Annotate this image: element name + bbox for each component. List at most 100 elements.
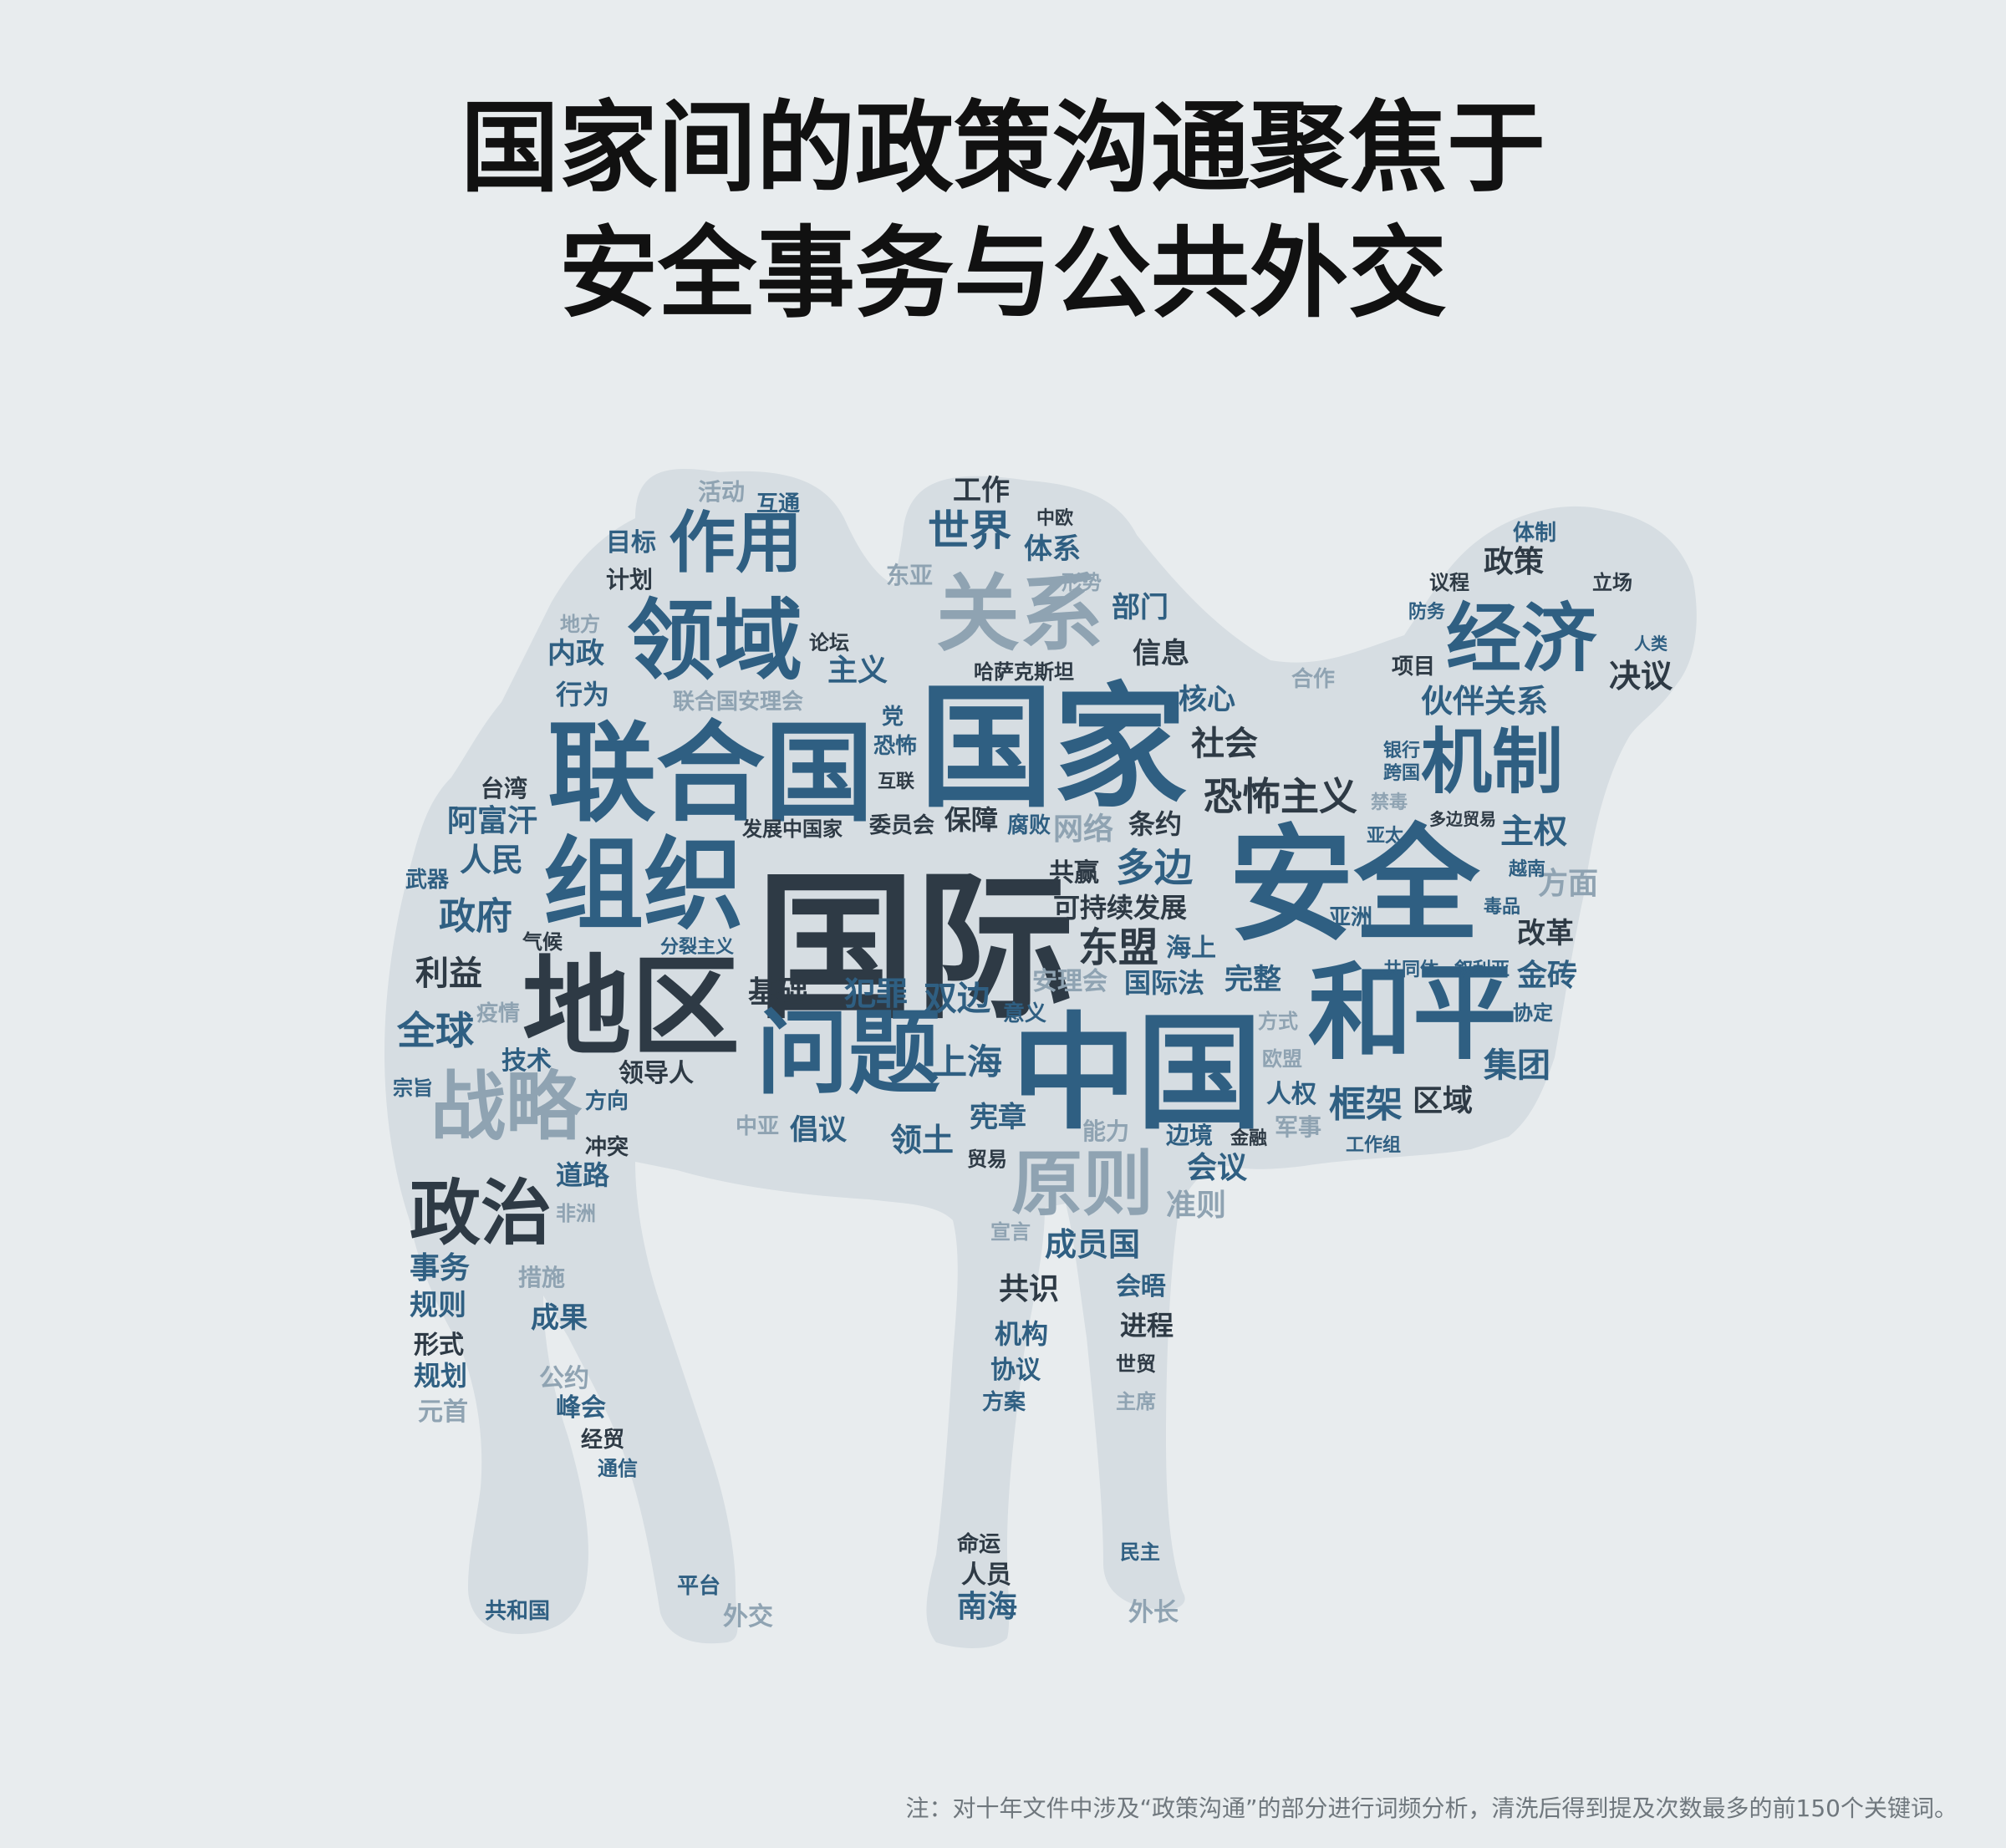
footnote: 注：对十年文件中涉及“政策沟通”的部分进行词频分析，清洗后得到提及次数最多的前1…: [905, 1795, 1958, 1822]
cloud-word: 党: [882, 705, 904, 730]
cloud-word: 协定: [1513, 1001, 1553, 1025]
cloud-word: 共赢: [1049, 858, 1099, 888]
cloud-word: 恐怖主义: [1204, 774, 1357, 819]
cloud-word: 外交: [723, 1602, 773, 1632]
cloud-word: 犯罪: [844, 975, 909, 1012]
cloud-word: 宪章: [970, 1101, 1026, 1134]
cloud-word: 亚太: [1367, 826, 1404, 847]
title-line-1: 国家间的政策沟通聚焦于: [460, 90, 1545, 206]
cloud-word: 地区: [522, 944, 741, 1071]
cloud-word: 方式: [1258, 1010, 1298, 1033]
cloud-word: 体制: [1513, 521, 1557, 546]
cloud-word: 主义: [827, 654, 888, 688]
cloud-word: 关系: [936, 565, 1103, 663]
cloud-word: 共和国: [485, 1599, 551, 1624]
cloud-word: 保障: [944, 804, 999, 836]
cloud-word: 成果: [531, 1301, 588, 1335]
cloud-word: 军事: [1275, 1113, 1322, 1141]
cloud-word: 哈萨克斯坦: [974, 660, 1074, 684]
cloud-word: 形势: [1062, 571, 1102, 594]
cloud-word: 外长: [1128, 1598, 1179, 1627]
cloud-word: 会晤: [1116, 1272, 1166, 1301]
cloud-word: 宗旨: [393, 1077, 433, 1100]
cloud-word: 上海: [932, 1041, 1003, 1082]
cloud-word: 和平: [1308, 953, 1517, 1074]
cloud-word: 道路: [556, 1159, 610, 1191]
cloud-word: 国家: [919, 669, 1188, 826]
cloud-word: 政治: [410, 1173, 552, 1255]
cloud-word: 多边: [1116, 845, 1193, 890]
cloud-word: 机构: [995, 1318, 1049, 1350]
cloud-word: 金融: [1230, 1128, 1268, 1149]
cloud-word: 利益: [415, 955, 482, 993]
cloud-word: 联合国安理会: [673, 690, 804, 715]
cloud-word: 联合国: [547, 710, 874, 837]
cloud-word: 边境: [1166, 1122, 1214, 1149]
cloud-word: 规则: [410, 1289, 466, 1322]
cloud-word: 部门: [1112, 591, 1168, 624]
cloud-word: 冲突: [585, 1135, 629, 1160]
cloud-word: 作用: [669, 504, 802, 582]
cloud-word: 国际法: [1124, 967, 1205, 999]
cloud-word: 集团: [1484, 1046, 1550, 1085]
cloud-word: 工作: [953, 474, 1010, 507]
cloud-word: 意义: [1003, 1001, 1047, 1026]
cloud-word: 银行: [1383, 741, 1421, 761]
cloud-word: 经济: [1446, 595, 1596, 683]
cloud-word: 东亚: [886, 562, 934, 589]
cloud-word: 体系: [1024, 532, 1081, 566]
cloud-word: 问题: [756, 1000, 940, 1107]
cloud-word: 台湾: [481, 775, 528, 802]
cloud-word: 战略: [430, 1063, 581, 1151]
cloud-word: 事务: [410, 1251, 471, 1285]
cloud-word: 共识: [999, 1272, 1060, 1306]
cloud-word: 社会: [1191, 725, 1258, 763]
cloud-word: 毒品: [1484, 897, 1521, 918]
cloud-word: 计划: [606, 566, 654, 593]
cloud-word: 金砖: [1517, 959, 1578, 993]
cloud-word: 条约: [1128, 808, 1183, 840]
cloud-word: 改革: [1517, 917, 1574, 950]
cloud-word: 领土: [890, 1122, 955, 1158]
cloud-word: 峰会: [556, 1393, 606, 1423]
cloud-word: 安理会: [1032, 967, 1107, 996]
cloud-word: 人权: [1266, 1080, 1316, 1109]
cloud-word: 非洲: [556, 1202, 596, 1225]
cloud-word: 国际: [756, 856, 1075, 1041]
cloud-word: 人民: [460, 842, 524, 878]
cloud-word: 项目: [1392, 654, 1436, 680]
cloud-word: 人员: [961, 1560, 1011, 1590]
cloud-word: 政策: [1484, 545, 1545, 579]
cloud-word: 欧盟: [1262, 1047, 1302, 1071]
cloud-word: 中亚: [736, 1114, 780, 1139]
cloud-word: 内政: [547, 637, 604, 670]
cloud-word: 阿富汗: [447, 804, 538, 838]
cloud-word: 合作: [1291, 667, 1336, 692]
cloud-word: 宣言: [990, 1220, 1031, 1244]
cloud-word: 能力: [1082, 1117, 1130, 1145]
cloud-word: 命运: [957, 1532, 1001, 1557]
cloud-word: 方面: [1538, 867, 1599, 901]
cloud-word: 世贸: [1116, 1352, 1156, 1376]
cloud-word: 气候: [522, 930, 563, 954]
cloud-word: 主席: [1116, 1390, 1156, 1413]
cloud-word: 行为: [556, 679, 610, 710]
cloud-word: 防务: [1408, 602, 1446, 623]
cloud-word: 技术: [502, 1046, 552, 1076]
cloud-word: 伙伴关系: [1421, 683, 1549, 720]
cloud-word: 议程: [1429, 571, 1469, 594]
cloud-word: 进程: [1120, 1310, 1174, 1341]
cloud-word: 平台: [677, 1574, 721, 1599]
cloud-word: 公约: [539, 1364, 589, 1393]
cloud-word: 信息: [1133, 637, 1189, 670]
cloud-word: 论坛: [809, 631, 849, 654]
cloud-word: 疫情: [476, 1001, 521, 1026]
cloud-word: 机制: [1421, 721, 1564, 804]
cloud-word: 地方: [560, 613, 600, 636]
cloud-word: 核心: [1179, 683, 1235, 716]
cloud-word: 亚洲: [1329, 905, 1373, 930]
cloud-word: 禁毒: [1371, 792, 1408, 813]
cloud-word: 人类: [1634, 634, 1667, 654]
cloud-word: 基础: [748, 975, 809, 1010]
